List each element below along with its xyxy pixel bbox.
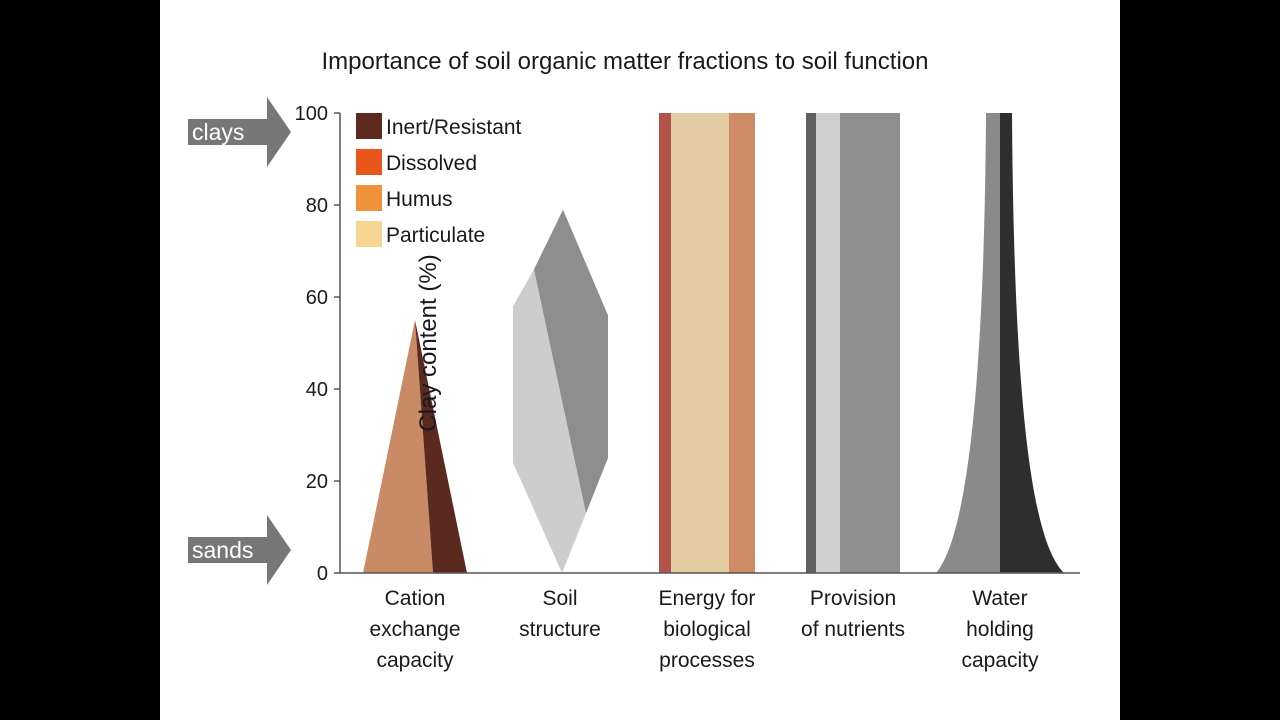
legend-swatch [356,149,382,175]
chart-title: Importance of soil organic matter fracti… [322,48,929,75]
x-category-label: Energy for [659,587,756,610]
legend-label: Particulate [386,224,485,247]
slide: Importance of soil organic matter fracti… [160,0,1120,720]
legend-label: Inert/Resistant [386,116,522,139]
y-tick-label: 100 [295,103,328,125]
x-category-label: structure [519,618,601,641]
nutrients-inert-band [806,113,816,573]
water-humus-area [936,113,1000,573]
sands-arrow-label: sands [192,537,253,563]
legend-label: Humus [386,188,453,211]
nutrients-particulate-band [816,113,840,573]
axes-group: 0 20 40 60 80 100 [295,103,1080,585]
x-category-label: processes [659,649,755,672]
legend-swatch [356,185,382,211]
x-category-label: Soil [542,587,577,610]
x-category-label: Water [972,587,1027,610]
y-tick-label: 20 [306,471,328,493]
y-tick-label: 0 [317,563,328,585]
x-category-label: Cation [385,587,446,610]
shapes-group [363,113,1064,573]
y-tick-label: 40 [306,379,328,401]
energy-particulate-band [671,113,729,573]
legend-swatch [356,221,382,247]
y-tick-label: 80 [306,195,328,217]
x-category-label: exchange [369,618,460,641]
x-labels-group: Cation exchange capacity Soil structure Energ… [369,587,1039,672]
energy-dissolved-band [659,113,671,573]
legend-label: Dissolved [386,152,477,175]
clays-arrow [188,97,291,167]
legend: Inert/Resistant Dissolved Humus Particulate [356,113,522,247]
x-category-label: capacity [961,649,1039,672]
sands-arrow [188,515,291,585]
structure-dark-area [534,209,608,514]
structure-light-area [513,269,586,573]
cec-humus-area [363,320,433,573]
cec-inert-area [415,320,467,573]
nutrients-humus-band [840,113,900,573]
chart: Importance of soil organic matter fracti… [188,48,1080,672]
x-category-label: of nutrients [801,618,905,641]
clays-arrow-label: clays [192,119,244,145]
x-category-label: holding [966,618,1034,641]
water-inert-area [1000,113,1064,573]
x-category-label: biological [663,618,751,641]
energy-humus-band [729,113,755,573]
x-category-label: capacity [376,649,454,672]
y-tick-label: 60 [306,287,328,309]
x-category-label: Provision [810,587,896,610]
arrows-group: clays sands [188,97,291,585]
y-axis-label: Clay content (%) [415,254,442,431]
legend-swatch [356,113,382,139]
